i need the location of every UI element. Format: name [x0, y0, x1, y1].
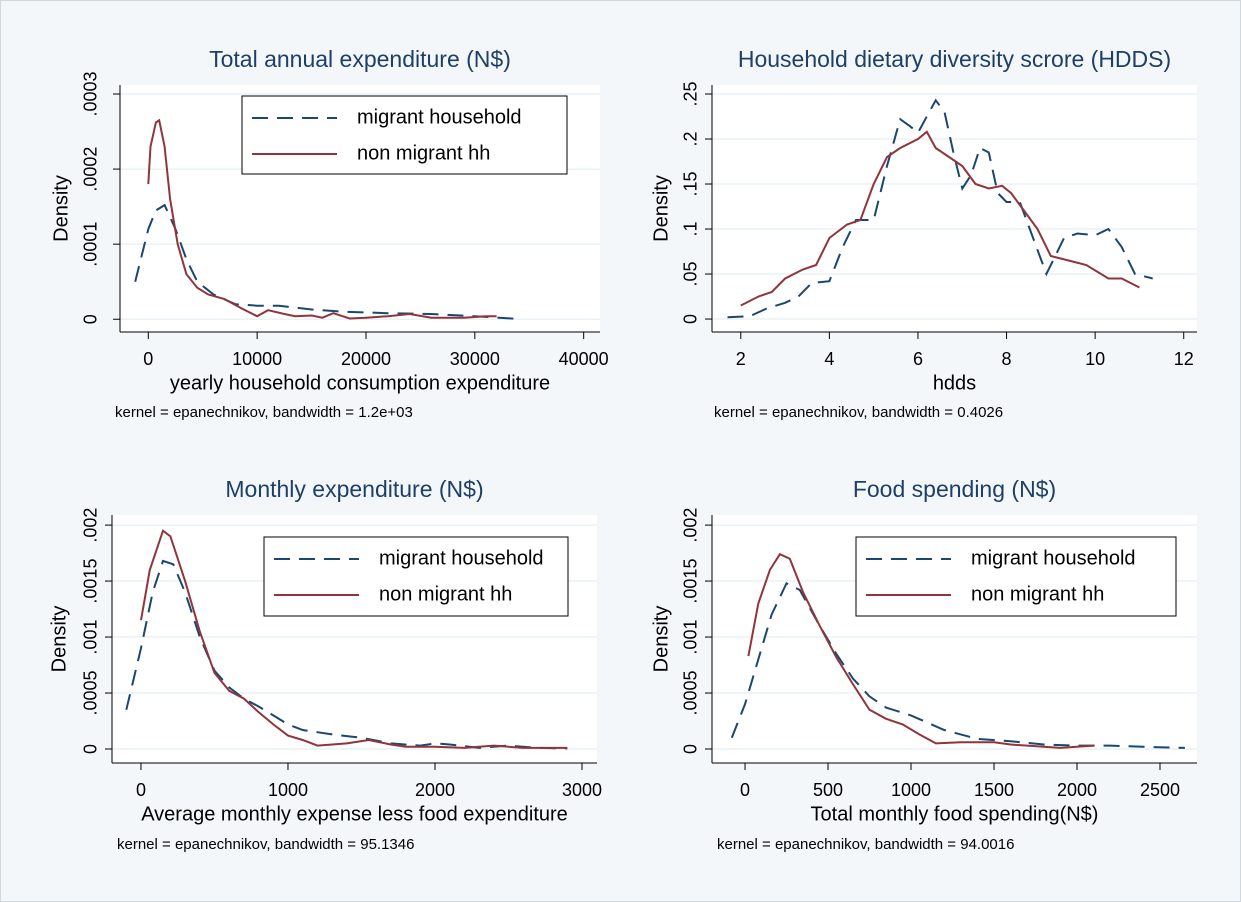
legend-label: migrant household [379, 547, 544, 569]
y-tick-label: .0015 [81, 559, 101, 604]
x-tick-label: 0 [136, 780, 146, 800]
x-axis-label: Total monthly food spending(N$) [811, 803, 1099, 825]
legend-label: migrant household [357, 106, 522, 128]
x-axis-label: yearly household consumption expenditure [170, 372, 550, 394]
legend-box [241, 95, 568, 175]
x-tick-label: 4 [824, 349, 834, 369]
chart-title: Total annual expenditure (N$) [209, 46, 511, 72]
y-tick-label: .15 [681, 172, 701, 197]
legend-label: migrant household [971, 547, 1136, 569]
y-tick-label: .002 [681, 508, 701, 543]
note: kernel = epanechnikov, bandwidth = 0.402… [714, 404, 1003, 421]
note: kernel = epanechnikov, bandwidth = 1.2e+… [115, 404, 413, 421]
y-axis-label: Density [48, 606, 70, 673]
note: kernel = epanechnikov, bandwidth = 95.13… [117, 836, 414, 853]
y-tick-label: .0015 [681, 559, 701, 604]
density-line [730, 581, 1185, 749]
x-tick-label: 3000 [562, 780, 602, 800]
x-tick-label: 6 [913, 349, 923, 369]
x-axis-label: hdds [933, 372, 976, 394]
x-tick-label: 0 [143, 349, 153, 369]
legend-box [855, 536, 1177, 617]
y-axis-label: Density [650, 175, 672, 242]
chart-title: Food spending (N$) [853, 476, 1056, 502]
x-tick-label: 2 [736, 349, 746, 369]
x-axis-label: Average monthly expense less food expend… [141, 803, 568, 825]
x-tick-label: 1500 [974, 780, 1014, 800]
density-line [147, 118, 497, 320]
chart-title: Monthly expenditure (N$) [225, 476, 483, 502]
y-tick-label: .0003 [81, 71, 101, 116]
density-line [727, 98, 1153, 319]
y-tick-label: .001 [681, 620, 701, 655]
x-tick-label: 1000 [891, 780, 931, 800]
x-tick-label: 10000 [232, 349, 282, 369]
x-tick-label: 10 [1085, 349, 1105, 369]
density-line [740, 130, 1140, 307]
x-tick-label: 8 [1002, 349, 1012, 369]
chart-title: Household dietary diversity scrore (HDDS… [738, 46, 1171, 72]
density-line [140, 529, 568, 749]
y-tick-label: .002 [81, 508, 101, 543]
x-tick-label: 2000 [415, 780, 455, 800]
y-axis-label: Density [50, 175, 72, 242]
y-tick-label: 0 [81, 744, 101, 754]
y-tick-label: 0 [81, 314, 101, 324]
y-tick-label: .0002 [81, 147, 101, 192]
x-tick-label: 1000 [268, 780, 308, 800]
y-tick-label: 0 [681, 744, 701, 754]
note: kernel = epanechnikov, bandwidth = 94.00… [717, 836, 1014, 853]
legend-label: non migrant hh [357, 142, 490, 164]
legend-label: non migrant hh [971, 583, 1104, 605]
y-axis-label: Density [650, 606, 672, 673]
x-tick-label: 20000 [341, 349, 391, 369]
x-tick-label: 30000 [450, 349, 500, 369]
y-tick-label: .05 [681, 262, 701, 287]
y-tick-label: .2 [681, 132, 701, 147]
x-tick-label: 500 [813, 780, 843, 800]
x-tick-label: 0 [740, 780, 750, 800]
y-tick-label: .001 [81, 620, 101, 655]
y-tick-label: .25 [681, 81, 701, 106]
y-tick-label: .1 [681, 222, 701, 237]
y-tick-label: .0005 [681, 670, 701, 715]
legend-label: non migrant hh [379, 583, 512, 605]
density-line [747, 552, 1094, 749]
x-tick-label: 2500 [1140, 780, 1180, 800]
plot-area [712, 85, 1197, 332]
x-tick-label: 2000 [1057, 780, 1097, 800]
legend-box [263, 536, 569, 617]
density-line [125, 559, 568, 750]
x-tick-label: 40000 [559, 349, 609, 369]
x-tick-label: 12 [1174, 349, 1194, 369]
y-tick-label: .0005 [81, 670, 101, 715]
y-tick-label: 0 [681, 314, 701, 324]
y-tick-label: .0001 [81, 222, 101, 267]
